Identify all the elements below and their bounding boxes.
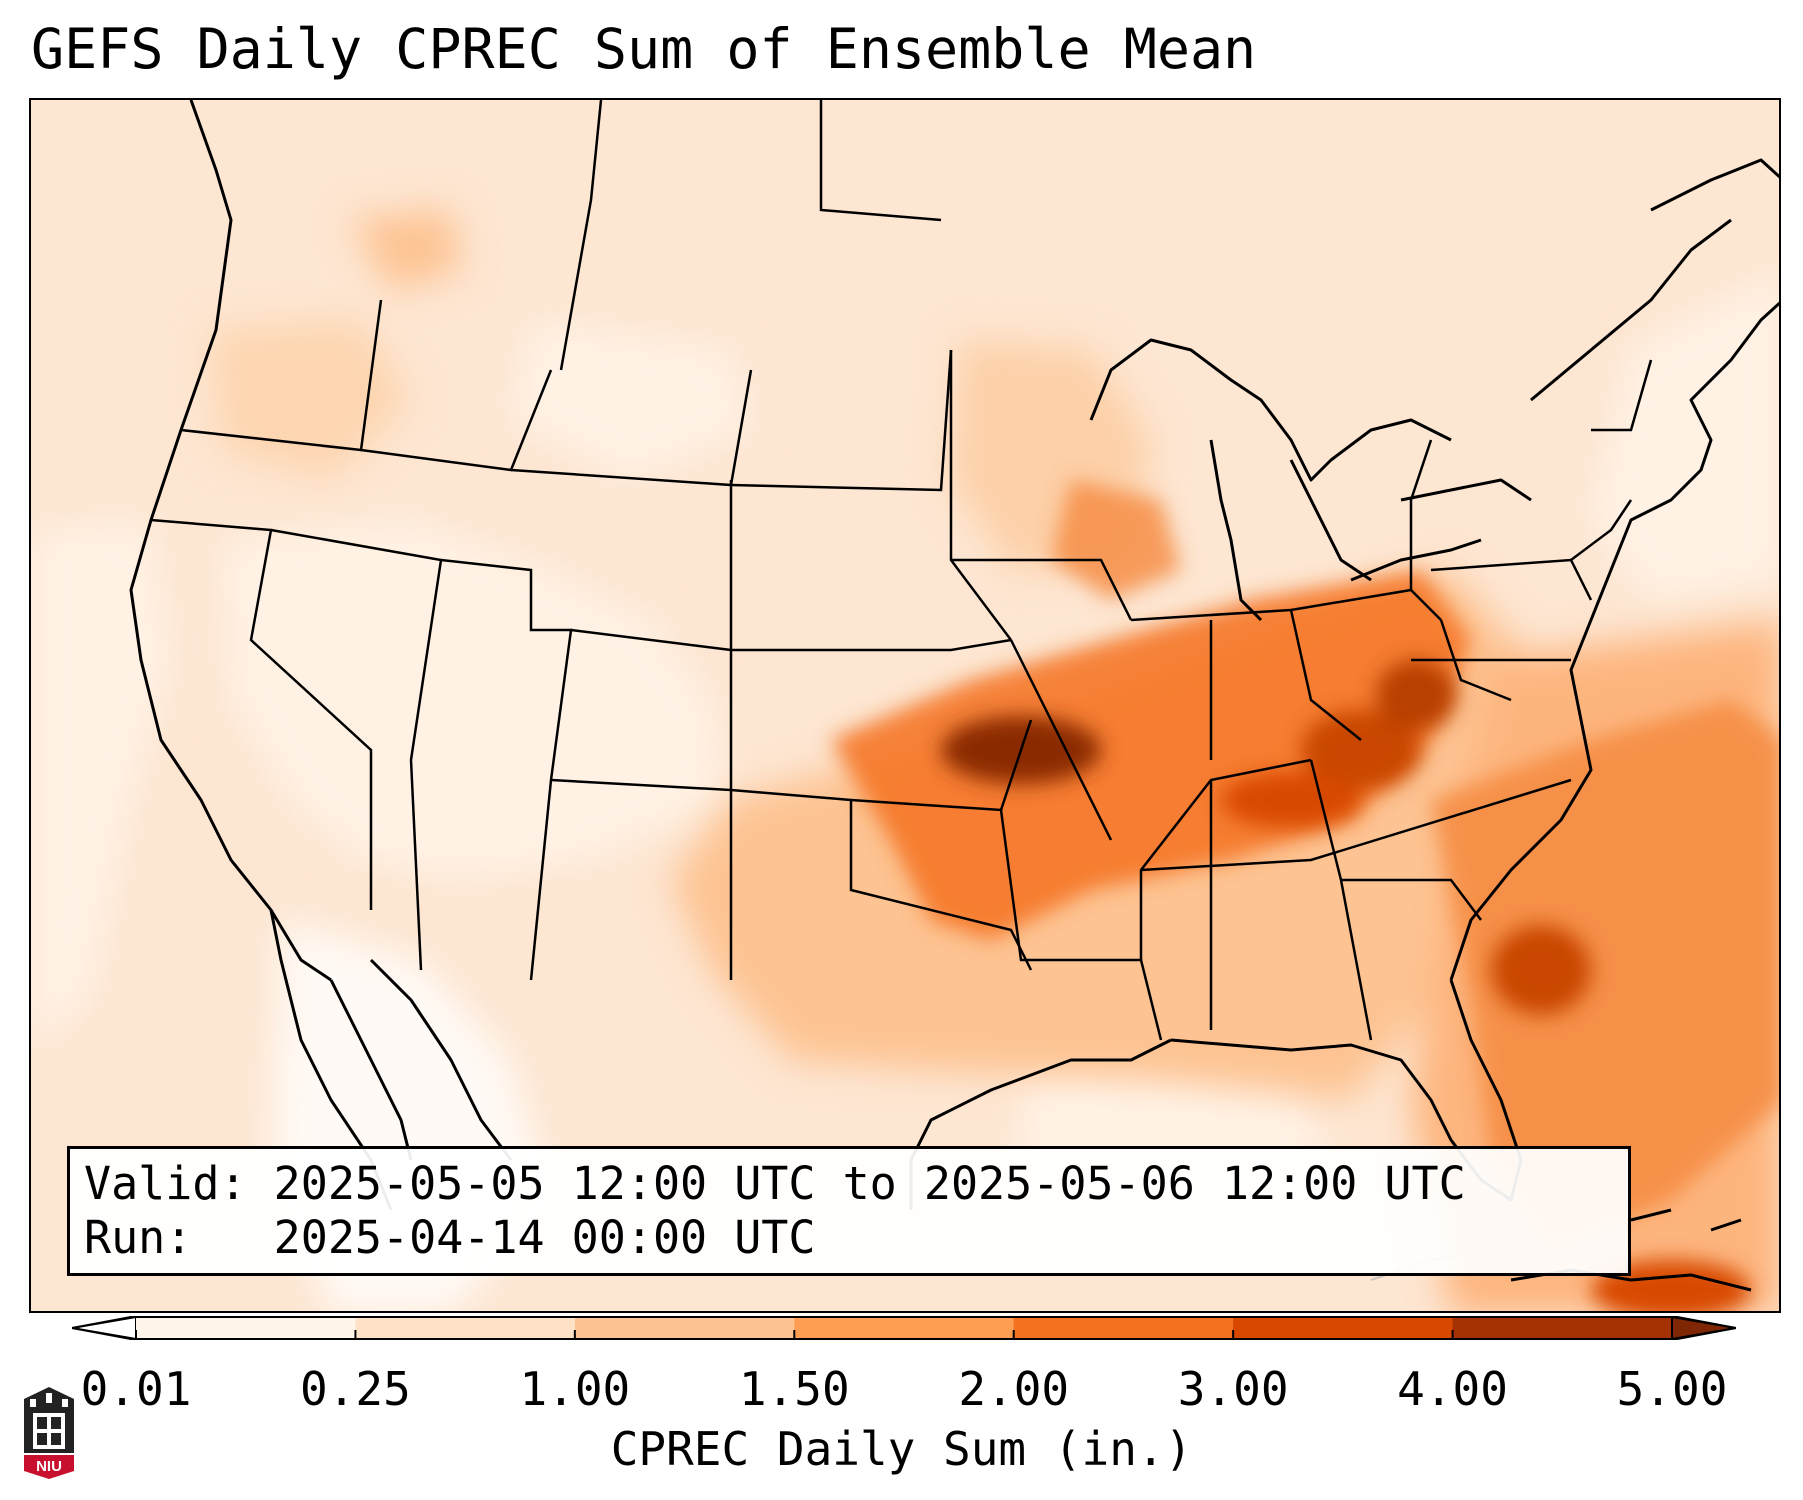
- state-boundaries: [150, 100, 1653, 1041]
- map-canvas: [31, 100, 1779, 1311]
- colorbar-segment: [574, 1316, 795, 1340]
- valid-time-box: Valid: 2025-05-05 12:00 UTC to 2025-05-0…: [67, 1146, 1631, 1276]
- tick-label: 2.00: [958, 1362, 1070, 1416]
- tick-label: 5.00: [1616, 1362, 1728, 1416]
- colorbar-label: CPREC Daily Sum (in.): [610, 1422, 1193, 1476]
- tick-label: 1.50: [738, 1362, 850, 1416]
- valid-line: Valid: 2025-05-05 12:00 UTC to 2025-05-0…: [84, 1157, 1466, 1210]
- tick-label: 0.01: [80, 1362, 192, 1416]
- heavy-precip-areas: [831, 480, 1779, 1250]
- university-tower-icon: NIU: [24, 1387, 74, 1479]
- colorbar-segment: [1452, 1316, 1673, 1340]
- colorbar-segment: [136, 1316, 356, 1340]
- colorbar: [72, 1316, 1736, 1340]
- tick-label: 3.00: [1177, 1362, 1289, 1416]
- map-title: GEFS Daily CPREC Sum of Ensemble Mean: [31, 17, 1257, 81]
- colorbar-segment: [794, 1316, 1015, 1340]
- tick-label: 1.00: [519, 1362, 631, 1416]
- run-line: Run: 2025-04-14 00:00 UTC: [84, 1211, 816, 1264]
- coastlines: [129, 100, 1779, 1292]
- logo-text: NIU: [36, 1458, 62, 1475]
- colorbar-segment: [1233, 1316, 1454, 1340]
- tick-label: 0.25: [300, 1362, 411, 1416]
- tick-label: 4.00: [1397, 1362, 1508, 1416]
- precipitation-map: [29, 98, 1781, 1313]
- colorbar-ticks: [135, 1330, 1673, 1340]
- colorbar-segments: [72, 1316, 1736, 1340]
- colorbar-segment: [1013, 1316, 1234, 1340]
- colorbar-segment: [355, 1316, 576, 1340]
